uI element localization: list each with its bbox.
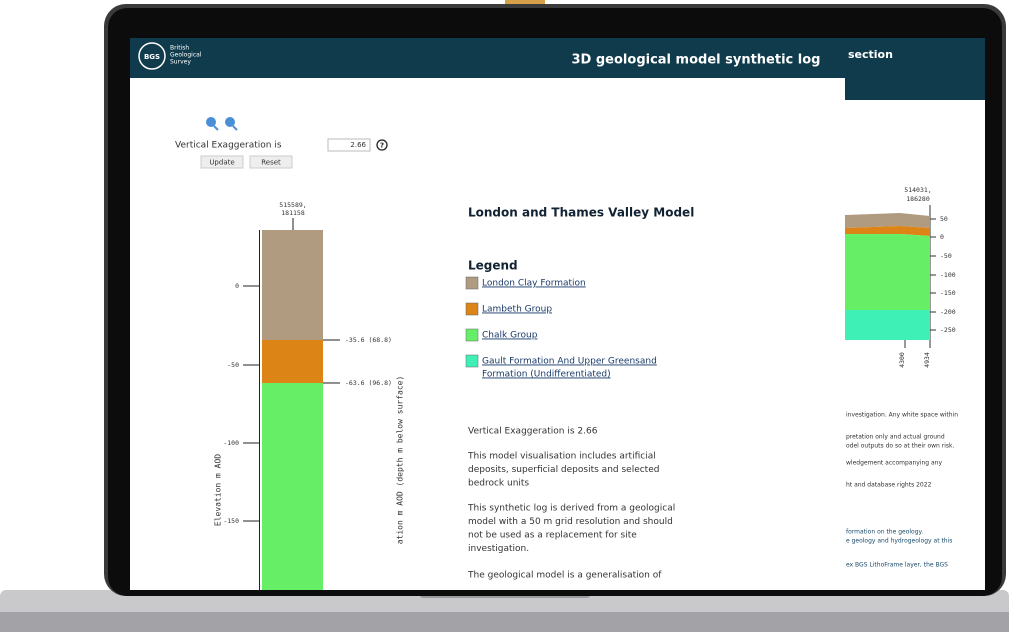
paragraph-line: The geological model is a generalisation… xyxy=(467,571,662,581)
org-name: British xyxy=(170,45,189,52)
section-layer xyxy=(845,234,930,310)
section-note: e geology and hydrogeology at this xyxy=(846,538,952,545)
section-note: formation on the geology. xyxy=(846,529,923,536)
boundary-label: -35.6 (68.8) xyxy=(345,336,392,344)
section-note: pretation only and actual ground xyxy=(846,434,945,441)
log-layer xyxy=(262,383,323,590)
legend-link[interactable]: Lambeth Group xyxy=(482,305,552,315)
boundary-label: -63.6 (96.8) xyxy=(345,379,392,387)
legend-swatch xyxy=(466,277,478,289)
laptop-mockup: BGS 3D geological model synthetic log se… xyxy=(0,0,1009,643)
legend-swatch xyxy=(466,329,478,341)
legend-link[interactable]: Gault Formation And Upper Greensand xyxy=(482,357,657,367)
legend-swatch xyxy=(466,355,478,367)
paragraph-line: This model visualisation includes artifi… xyxy=(467,452,656,462)
paragraph-line: not be used as a replacement for site xyxy=(468,531,637,541)
section-title: section xyxy=(848,48,893,61)
body: BGS 3D geological model synthetic log se… xyxy=(0,0,1009,643)
section-note: wledgement accompanying any xyxy=(846,460,942,467)
log-axis-title: Elevation m AOD xyxy=(214,454,223,526)
section-note: ht and database rights 2022 xyxy=(846,482,932,489)
paragraph-line: This synthetic log is derived from a geo… xyxy=(467,504,675,514)
log-tick-label: -150 xyxy=(223,517,239,525)
button-label: Update xyxy=(209,159,234,167)
section-coordinate: 514031, xyxy=(904,186,931,194)
section-tick-label: 50 xyxy=(940,215,948,223)
log-depth-title: ation m AOD (depth m below surface) xyxy=(396,376,405,545)
log-tick-label: 0 xyxy=(235,282,239,290)
section-tick-label: -150 xyxy=(940,289,956,297)
section-layer xyxy=(845,310,930,340)
log-layer xyxy=(262,340,323,383)
paragraph-line: deposits, superficial deposits and selec… xyxy=(468,465,659,475)
paragraph-line: model with a 50 m grid resolution and sh… xyxy=(468,517,673,527)
section-layer xyxy=(845,213,930,228)
legend-link[interactable]: Formation (Undifferentiated) xyxy=(482,370,611,380)
button-label: Reset xyxy=(261,159,281,167)
section-tick-label: -50 xyxy=(940,252,952,260)
legend-swatch xyxy=(466,303,478,315)
log-tick-label: -50 xyxy=(227,361,239,369)
section-tick-label: 0 xyxy=(940,233,944,241)
log-coordinate: 515589, xyxy=(279,201,306,209)
paragraph-line: Vertical Exaggeration is 2.66 xyxy=(468,427,598,437)
legend-link[interactable]: Chalk Group xyxy=(482,331,538,341)
log-tick-label: -100 xyxy=(223,439,239,447)
paragraph-line: investigation. xyxy=(468,544,529,554)
log-axis xyxy=(259,230,260,590)
org-name: Survey xyxy=(170,59,191,66)
log-layer xyxy=(262,230,323,340)
page: BGS synthetic log {"header":{"logo":"BGS… xyxy=(0,0,1009,643)
section-note: odel outputs do so at their own risk. xyxy=(846,443,955,450)
section-bottom-label: 4300 xyxy=(898,352,906,368)
ve-value: 2.66 xyxy=(350,141,366,149)
laptop-base-edge xyxy=(0,612,1009,632)
legend-link[interactable]: London Clay Formation xyxy=(482,279,586,289)
section-tick-label: -250 xyxy=(940,326,956,334)
help-text: ? xyxy=(380,142,384,150)
section-coordinate: 186280 xyxy=(906,195,930,203)
section-note: ex BGS LithoFrame layer, the BGS xyxy=(846,562,948,569)
section-bottom-label: 4934 xyxy=(923,352,931,368)
ve-label: Vertical Exaggeration is xyxy=(175,141,282,151)
logo: BGS xyxy=(144,53,160,61)
model-title: London and Thames Valley Model xyxy=(468,206,694,220)
org-name: Geological xyxy=(170,52,202,59)
page-title: 3D geological model synthetic log xyxy=(572,53,821,68)
section-tick-label: -100 xyxy=(940,271,956,279)
section-note: investigation. Any white space within xyxy=(846,412,958,419)
section-tick-label: -200 xyxy=(940,308,956,316)
paragraph-line: bedrock units xyxy=(468,479,529,489)
legend-title: Legend xyxy=(468,259,518,273)
log-coordinate: 181158 xyxy=(281,209,305,217)
